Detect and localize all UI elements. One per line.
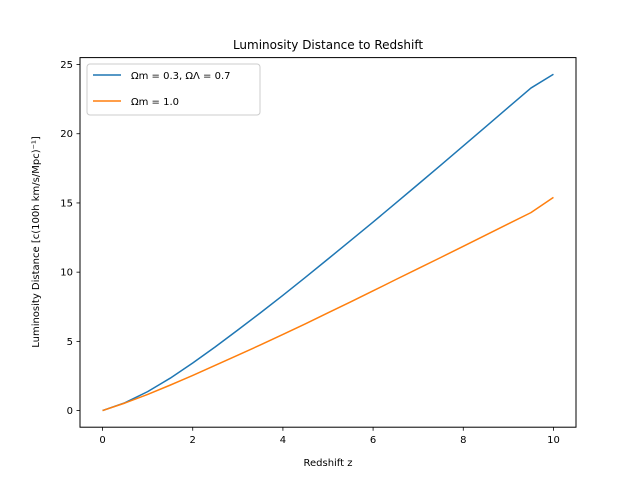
chart-title: Luminosity Distance to Redshift [233, 38, 423, 52]
y-tick-label: 5 [67, 337, 73, 348]
x-tick-label: 4 [280, 435, 286, 446]
legend-label-lcdm: Ωm = 0.3, ΩΛ = 0.7 [131, 71, 231, 82]
x-tick-label: 2 [190, 435, 196, 446]
x-axis: 0 2 4 6 8 10 [99, 427, 560, 446]
y-tick-label: 20 [60, 129, 73, 140]
axes-frame [79, 57, 577, 428]
plot-area [102, 73, 554, 412]
legend: Ωm = 0.3, ΩΛ = 0.7 Ωm = 1.0 [86, 63, 261, 116]
series-line-lcdm [102, 73, 554, 412]
series-line-eds [102, 196, 554, 412]
x-tick-label: 10 [547, 435, 560, 446]
y-tick-label: 25 [60, 60, 73, 71]
y-tick-label: 15 [60, 198, 73, 209]
legend-label-eds: Ωm = 1.0 [131, 97, 179, 108]
x-tick-label: 0 [99, 435, 105, 446]
legend-box [86, 63, 261, 116]
y-axis: 0 5 10 15 20 25 [60, 60, 80, 417]
x-axis-label: Redshift z [303, 458, 352, 469]
x-tick-label: 8 [460, 435, 466, 446]
x-tick-label: 6 [370, 435, 376, 446]
y-tick-label: 10 [60, 268, 73, 279]
y-tick-label: 0 [67, 406, 73, 417]
y-axis-label: Luminosity Distance [c(100h km/s/Mpc)⁻¹] [31, 136, 42, 348]
